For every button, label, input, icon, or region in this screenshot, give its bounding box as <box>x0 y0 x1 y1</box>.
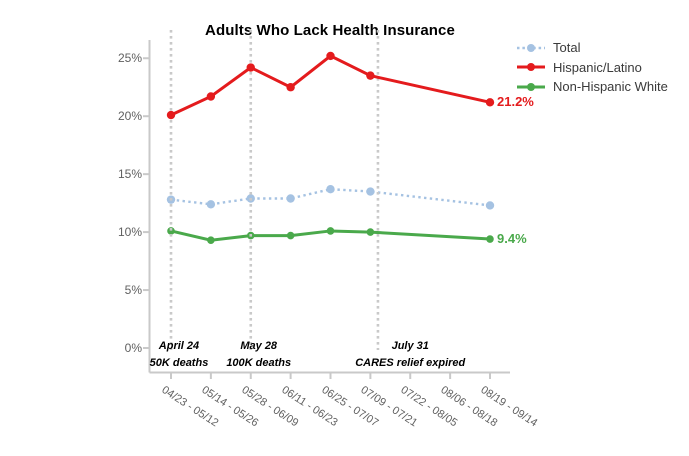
y-tick-label: 25% <box>117 50 142 65</box>
event-annotation: July 31 CARES relief expired <box>355 338 465 372</box>
series-end-value-label: 9.4% <box>497 231 527 247</box>
legend-item-non-hispanic-white: Non-Hispanic White <box>516 77 668 97</box>
series-end-value-label: 21.2% <box>497 94 534 110</box>
series-marker <box>326 227 335 235</box>
legend-swatch-total-icon <box>517 43 545 52</box>
legend-swatch-non-hispanic-white-icon <box>517 82 545 91</box>
series-marker <box>286 83 295 92</box>
y-tick-label: 10% <box>117 224 142 239</box>
series-marker <box>366 228 375 236</box>
event-annotation-text: 100K deaths <box>226 357 292 369</box>
series-marker <box>326 185 335 194</box>
legend-swatch-hispanic-latino-icon <box>517 63 545 72</box>
y-tick-label: 5% <box>124 282 142 297</box>
series-marker <box>286 194 295 203</box>
y-tick-label: 20% <box>117 108 142 123</box>
series-marker <box>486 235 494 243</box>
event-annotation-text: 50K deaths <box>149 357 209 369</box>
legend-label-total: Total <box>553 40 581 56</box>
series-marker <box>167 227 175 235</box>
event-annotation-date: May 28 <box>240 340 278 352</box>
event-annotation: April 24 50K deaths <box>150 338 209 372</box>
legend-label-hispanic-latino: Hispanic/Latino <box>553 59 642 75</box>
event-annotation-date: April 24 <box>158 340 200 352</box>
legend-swatch-marker <box>527 63 535 72</box>
series-marker <box>206 92 216 101</box>
series-line-hispanic-latino <box>170 54 491 117</box>
legend: Total Hispanic/Latino Non-Hispanic White <box>516 38 668 97</box>
series-marker <box>366 187 375 196</box>
legend-item-total: Total <box>516 38 668 58</box>
event-annotation-date: July 31 <box>391 340 429 352</box>
series-marker <box>485 98 495 107</box>
legend-swatch-marker <box>527 82 535 91</box>
series-marker <box>166 110 176 120</box>
series-marker <box>206 200 216 209</box>
event-annotation-text: CARES relief expired <box>355 357 466 369</box>
legend-label-non-hispanic-white: Non-Hispanic White <box>553 79 668 95</box>
series-marker <box>246 63 255 72</box>
legend-item-hispanic-latino: Hispanic/Latino <box>516 58 668 78</box>
chart-title: Adults Who Lack Health Insurance <box>205 22 455 39</box>
series-marker <box>485 201 495 210</box>
series-marker <box>326 51 335 61</box>
series-marker <box>366 71 375 80</box>
y-tick-label: 0% <box>124 340 142 355</box>
event-annotation: May 28 100K deaths <box>226 338 291 372</box>
y-tick-label: 15% <box>117 166 142 181</box>
series-marker <box>207 236 215 245</box>
legend-swatch-marker <box>527 43 535 52</box>
series-marker <box>286 231 295 240</box>
